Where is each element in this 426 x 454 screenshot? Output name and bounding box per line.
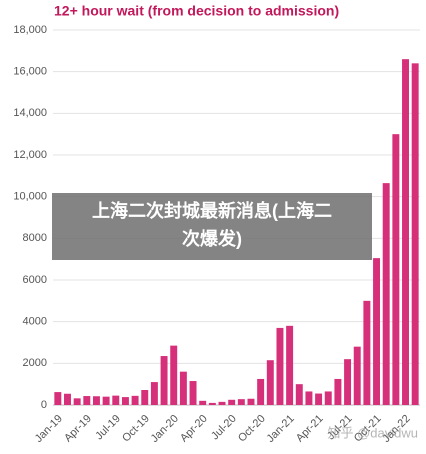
bar (218, 401, 226, 405)
bar (382, 183, 390, 405)
x-tick-label: Jul-19 (93, 413, 123, 443)
y-tick-label: 14,000 (13, 107, 47, 119)
bar (257, 378, 265, 405)
x-tick-label: Apr-20 (178, 413, 210, 445)
x-tick-label: Jan-19 (33, 413, 65, 445)
bar (150, 382, 158, 405)
bar (160, 356, 168, 405)
y-tick-label: 6000 (23, 274, 47, 286)
bar (295, 384, 303, 405)
y-tick-label: 0 (41, 399, 47, 411)
bar (141, 390, 149, 405)
y-tick-label: 10,000 (13, 191, 47, 203)
x-tick-label: Oct-19 (120, 413, 152, 445)
chart-title: 12+ hour wait (from decision to admissio… (54, 3, 339, 19)
bar (64, 393, 71, 405)
bar (373, 258, 381, 405)
x-tick-label: Oct-20 (236, 413, 268, 445)
bar (228, 399, 236, 405)
bar (392, 134, 400, 405)
bar (247, 398, 255, 405)
x-tick-label: Jan-21 (265, 413, 297, 445)
y-tick-label: 4000 (23, 316, 47, 328)
y-tick-label: 16,000 (13, 66, 47, 78)
bar (324, 391, 332, 405)
bar (54, 392, 62, 405)
overlay-banner (52, 193, 372, 260)
x-tick-label: Apr-19 (62, 413, 94, 445)
bar (276, 327, 284, 405)
bar (73, 398, 81, 405)
bar (189, 381, 197, 405)
bar (286, 325, 294, 405)
bar (334, 378, 342, 405)
bar (121, 397, 129, 405)
bar (266, 360, 274, 405)
bar (305, 391, 313, 405)
bar (237, 399, 245, 405)
y-tick-label: 18,000 (13, 24, 47, 36)
bar (199, 400, 207, 405)
bar (112, 395, 120, 405)
bar (315, 393, 323, 405)
overlay-text: 上海二次封城最新消息(上海二 (92, 200, 332, 221)
bar (411, 63, 419, 405)
x-tick-label: Jul-20 (209, 413, 239, 443)
bar (179, 371, 187, 405)
bar (353, 346, 361, 405)
x-tick-label: Apr-21 (294, 413, 326, 445)
y-tick-label: 8000 (23, 232, 47, 244)
bar (131, 395, 139, 405)
bar (208, 402, 216, 405)
bar (102, 396, 110, 405)
bar (344, 359, 352, 405)
bar (402, 59, 409, 406)
bar (83, 396, 91, 405)
overlay-text: 次爆发) (182, 228, 242, 249)
y-tick-label: 12,000 (13, 149, 47, 161)
y-tick-label: 2000 (23, 357, 47, 369)
bar (363, 300, 371, 405)
watermark: 知乎 @davidwu (327, 425, 418, 440)
bar (170, 345, 178, 405)
bar (92, 396, 100, 405)
x-tick-label: Jan-20 (149, 413, 181, 445)
